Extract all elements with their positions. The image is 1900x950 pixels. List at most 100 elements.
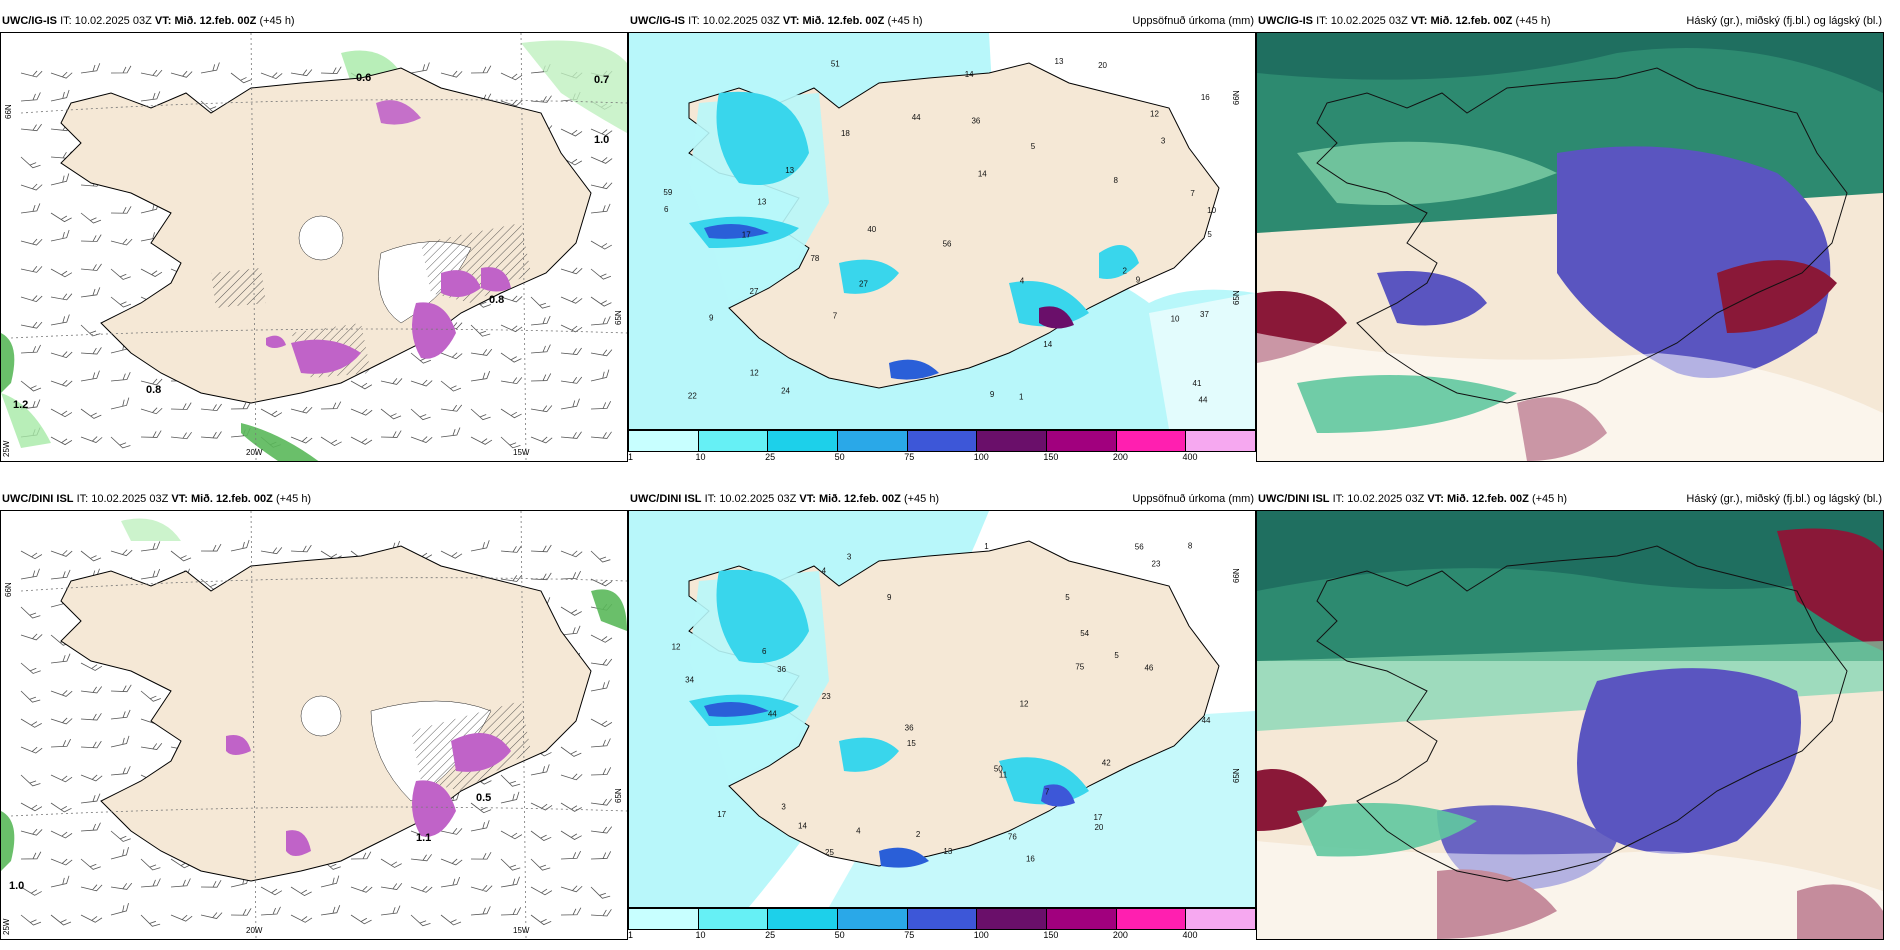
- precip-value: 17: [742, 231, 751, 240]
- model-name: UWC/IG-IS: [630, 15, 685, 27]
- wind-barb: [500, 774, 521, 787]
- wind-barb: [20, 886, 42, 896]
- wind-barb: [230, 401, 252, 410]
- wind-label: 1.1: [416, 832, 431, 844]
- precip-value: 5: [1065, 593, 1070, 602]
- wind-barb: [380, 858, 402, 868]
- cloud-panel-top: UWC/IG-IS IT: 10.02.2025 03Z VT: Mið. 12…: [1256, 10, 1886, 462]
- wind-label: 1.2: [13, 399, 28, 411]
- wind-barb: [410, 379, 433, 387]
- precip-value: 27: [750, 287, 759, 296]
- wind-barb: [80, 914, 103, 923]
- precip-legend: [628, 430, 1256, 452]
- wind-barb: [410, 436, 433, 443]
- wind-barb: [560, 296, 583, 304]
- wind-barb: [20, 203, 41, 214]
- wind-barb: [530, 830, 552, 842]
- precip-value: 40: [867, 225, 876, 234]
- wind-barb: [560, 746, 582, 757]
- panel-header: UWC/DINI ISL IT: 10.02.2025 03Z VT: Mið.…: [628, 488, 1258, 510]
- wind-barb: [80, 263, 102, 271]
- precip-value: 7: [833, 312, 838, 321]
- wind-barb: [50, 268, 73, 278]
- wind-map[interactable]: 1.0 0.5 1.1 66N 65N 20W 15W 25W: [0, 510, 628, 940]
- wind-map[interactable]: 0.6 0.7 1.0 0.8 1.2 0.8 66N 65N 20W 15W …: [0, 32, 628, 462]
- wind-barb: [590, 296, 612, 307]
- precip-map[interactable]: 16 4 3 6 5 76 44 23 15 14 17 12 36 50 75 56 34 23 42 46 17 11…: [628, 510, 1256, 908]
- legend-tick: 75: [904, 930, 915, 940]
- lat-label: 65N: [1232, 290, 1241, 305]
- wind-barb: [530, 436, 553, 444]
- wind-barb: [530, 315, 551, 326]
- wind-barb: [200, 403, 222, 412]
- wind-barb: [80, 347, 102, 355]
- cloud-map[interactable]: [1256, 32, 1884, 462]
- precip-value: 20: [1094, 823, 1103, 832]
- legend-tick: 100: [973, 452, 989, 462]
- precip-value: 4: [822, 566, 827, 575]
- precip-value: 16: [1201, 93, 1210, 102]
- wind-barb: [140, 378, 163, 386]
- lon-label: 20W: [246, 448, 263, 457]
- precip-value: 23: [822, 692, 831, 701]
- wind-barb: [20, 238, 43, 246]
- wind-barb: [590, 349, 613, 357]
- wind-barb: [560, 550, 583, 558]
- precip-value: 9: [1136, 276, 1141, 285]
- wind-barb: [80, 713, 102, 721]
- wind-barb: [500, 436, 521, 449]
- wind-barb: [50, 436, 73, 446]
- legend-swatch: [838, 431, 908, 451]
- precip-value: 7: [1190, 189, 1195, 198]
- precip-value: 15: [907, 739, 916, 748]
- wind-barb: [560, 347, 582, 355]
- precip-legend: [628, 908, 1256, 930]
- wind-barb: [590, 798, 613, 806]
- cloud-panel-bottom: UWC/DINI ISL IT: 10.02.2025 03Z VT: Mið.…: [1256, 488, 1886, 940]
- wind-barb: [500, 352, 522, 363]
- precip-panel-top: UWC/IG-IS IT: 10.02.2025 03Z VT: Mið. 12…: [628, 10, 1258, 462]
- wind-barb: [590, 718, 613, 728]
- wind-barb: [170, 402, 192, 410]
- wind-barb: [110, 830, 131, 842]
- lon-label: 15W: [513, 448, 530, 457]
- wind-barb: [470, 65, 492, 74]
- legend-tick: 75: [904, 452, 915, 462]
- wind-barb: [20, 774, 41, 787]
- panel-header: UWC/IG-IS IT: 10.02.2025 03Z VT: Mið. 12…: [628, 10, 1258, 32]
- wind-barb: [50, 738, 72, 748]
- legend-swatch: [1047, 909, 1117, 929]
- precip-value: 13: [785, 166, 794, 175]
- wind-barb: [50, 550, 73, 557]
- precip-value: 17: [1093, 813, 1102, 822]
- precip-value: 56: [1135, 543, 1144, 552]
- precip-value: 8: [1188, 542, 1193, 551]
- precip-map[interactable]: 18 7 5 10 40 37 27 13 10 12 13 9 8 7 9 56 78 59 51 44 41 36 12…: [628, 32, 1256, 430]
- cloud-map[interactable]: [1256, 510, 1884, 940]
- precip-value: 44: [1199, 395, 1208, 404]
- graticule: [10, 33, 627, 461]
- precip-value: 6: [664, 205, 669, 214]
- wind-barb: [320, 401, 342, 410]
- wind-barb: [80, 287, 101, 298]
- model-name: UWC/DINI ISL: [1258, 493, 1330, 505]
- wind-barb: [590, 182, 613, 190]
- precip-value: 5: [1114, 651, 1119, 660]
- wind-barb: [560, 431, 582, 439]
- model-name: UWC/DINI ISL: [2, 493, 74, 505]
- wind-barb: [560, 625, 581, 636]
- precip-value: 22: [688, 392, 697, 401]
- wind-barb: [530, 296, 551, 309]
- wind-barb: [50, 774, 73, 783]
- precip-value: 3: [847, 553, 852, 562]
- wind-barb: [350, 408, 373, 416]
- wind-barb: [320, 66, 342, 74]
- wind-barb: [20, 914, 42, 926]
- wind-barb: [260, 408, 283, 418]
- legend-swatch: [629, 431, 699, 451]
- precip-value: 36: [971, 116, 980, 125]
- precip-value: 42: [1102, 758, 1111, 767]
- wind-barb: [50, 569, 71, 580]
- legend-tick: 400: [1182, 452, 1198, 462]
- wind-barb: [380, 408, 402, 420]
